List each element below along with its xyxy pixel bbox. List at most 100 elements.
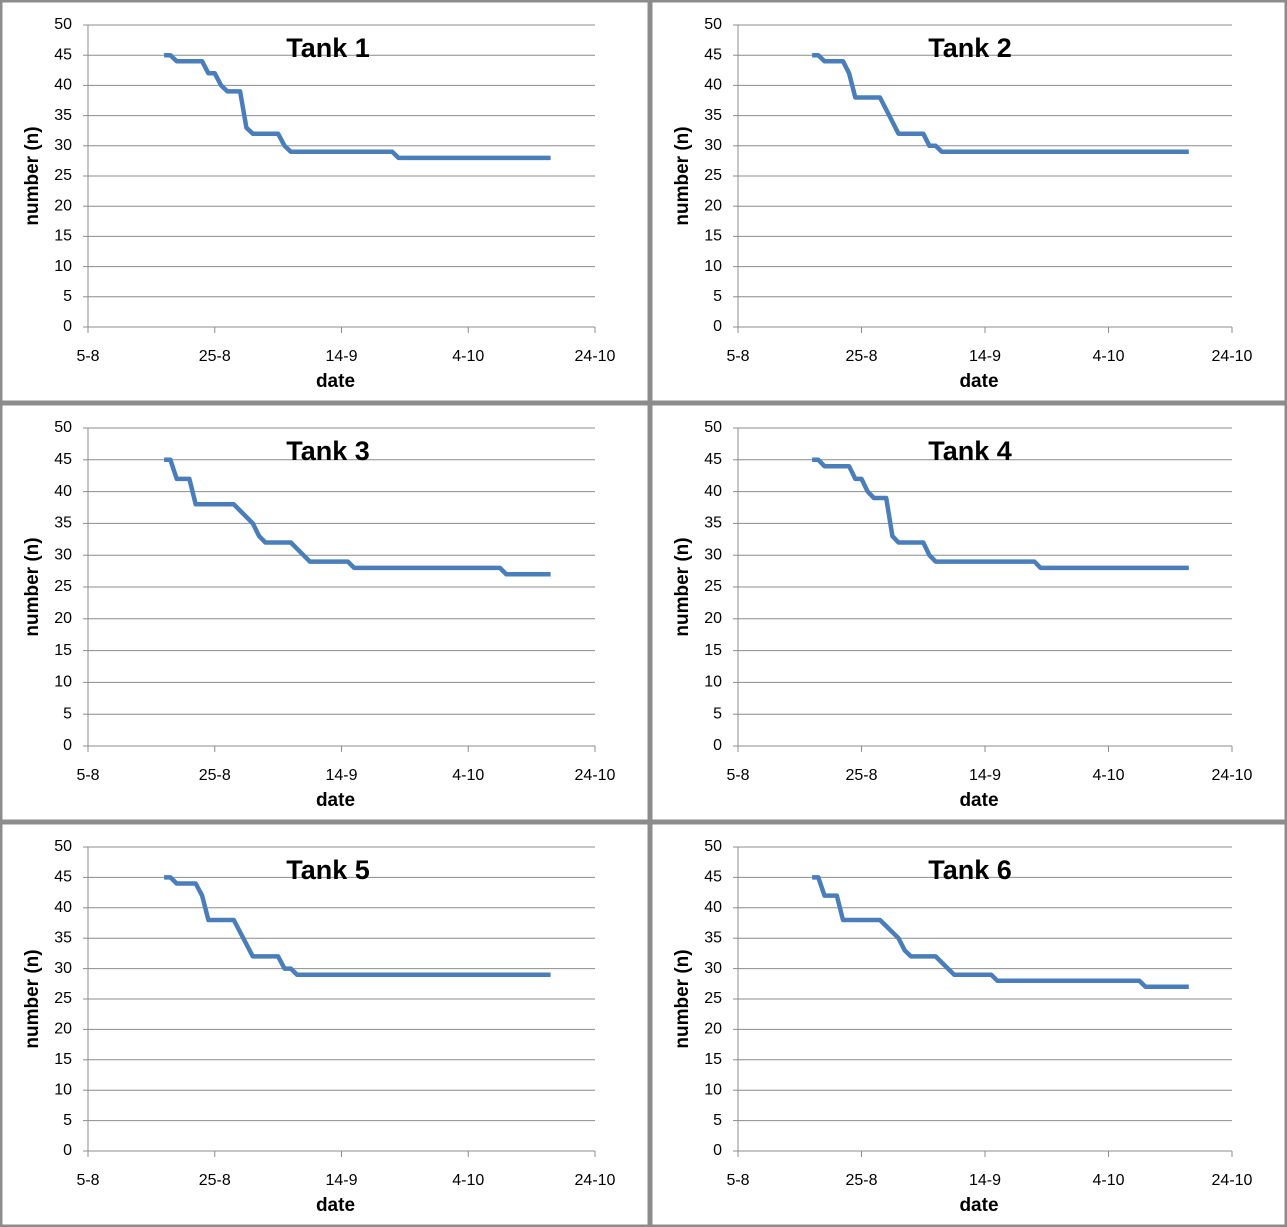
y-tick-label: 30 <box>704 546 722 563</box>
y-tick-label: 5 <box>713 705 722 722</box>
y-tick-label: 30 <box>54 546 72 563</box>
x-tick-label: 14-9 <box>969 767 1001 784</box>
panel-border <box>0 821 651 1227</box>
data-line <box>164 875 551 977</box>
x-tick-label: 4-10 <box>1092 767 1124 784</box>
panel-border <box>649 0 1287 404</box>
x-tick-label: 5-8 <box>76 767 99 784</box>
y-axis-label: number (n) <box>22 949 43 1048</box>
x-tick-label: 24-10 <box>1212 767 1253 784</box>
x-tick-label: 24-10 <box>575 767 616 784</box>
panel-border <box>649 821 1287 1227</box>
y-tick-label: 35 <box>54 929 72 946</box>
x-tick-label: 5-8 <box>76 348 99 365</box>
data-line <box>164 52 551 161</box>
x-tick-label: 25-8 <box>845 348 877 365</box>
panel-border <box>0 402 651 823</box>
y-tick-label: 40 <box>704 77 722 94</box>
x-axis-label: date <box>959 1195 998 1216</box>
y-tick-label: 5 <box>63 1112 72 1129</box>
y-tick-label: 20 <box>54 1021 72 1038</box>
x-tick-label: 24-10 <box>575 1172 616 1189</box>
x-axis-label: date <box>316 371 355 392</box>
y-tick-label: 0 <box>63 737 72 754</box>
x-tick-label: 25-8 <box>199 1172 231 1189</box>
y-axis-label: number (n) <box>22 537 43 636</box>
data-line <box>164 457 551 577</box>
y-tick-label: 20 <box>704 1021 722 1038</box>
x-tick-label: 25-8 <box>845 1172 877 1189</box>
x-tick-label: 4-10 <box>452 767 484 784</box>
y-tick-label: 10 <box>54 674 72 691</box>
x-tick-label: 14-9 <box>325 1172 357 1189</box>
y-tick-label: 40 <box>54 77 72 94</box>
y-tick-label: 25 <box>704 167 722 184</box>
y-tick-label: 50 <box>704 419 722 436</box>
x-axis-label: date <box>316 790 355 811</box>
x-tick-label: 5-8 <box>726 1172 749 1189</box>
x-axis-label: date <box>316 1195 355 1216</box>
y-tick-label: 15 <box>54 642 72 659</box>
x-tick-label: 4-10 <box>452 348 484 365</box>
x-tick-label: 25-8 <box>199 767 231 784</box>
y-tick-label: 45 <box>704 869 722 886</box>
y-tick-label: 25 <box>54 578 72 595</box>
y-tick-label: 0 <box>63 1142 72 1159</box>
y-tick-label: 40 <box>54 483 72 500</box>
x-tick-label: 24-10 <box>575 348 616 365</box>
y-tick-label: 35 <box>704 107 722 124</box>
y-tick-label: 45 <box>54 869 72 886</box>
y-tick-label: 50 <box>54 838 72 855</box>
y-tick-label: 45 <box>704 451 722 468</box>
data-line <box>812 875 1189 990</box>
y-tick-label: 10 <box>704 674 722 691</box>
y-tick-label: 0 <box>713 737 722 754</box>
data-line <box>812 457 1189 571</box>
panel-border <box>0 0 651 404</box>
x-axis-label: date <box>959 371 998 392</box>
x-tick-label: 14-9 <box>325 767 357 784</box>
y-tick-label: 5 <box>713 1112 722 1129</box>
y-tick-label: 15 <box>704 228 722 245</box>
y-tick-label: 30 <box>54 960 72 977</box>
y-tick-label: 35 <box>54 515 72 532</box>
y-axis-label: number (n) <box>672 126 693 225</box>
y-tick-label: 40 <box>704 899 722 916</box>
y-tick-label: 35 <box>704 929 722 946</box>
y-tick-label: 50 <box>704 16 722 33</box>
y-axis-label: number (n) <box>672 537 693 636</box>
y-tick-label: 10 <box>54 1081 72 1098</box>
y-tick-label: 0 <box>713 318 722 335</box>
y-tick-label: 10 <box>54 258 72 275</box>
y-tick-label: 10 <box>704 258 722 275</box>
y-tick-label: 0 <box>63 318 72 335</box>
x-tick-label: 24-10 <box>1212 1172 1253 1189</box>
y-tick-label: 0 <box>713 1142 722 1159</box>
x-tick-label: 14-9 <box>969 348 1001 365</box>
y-tick-label: 30 <box>704 960 722 977</box>
y-tick-label: 50 <box>54 419 72 436</box>
x-tick-label: 4-10 <box>452 1172 484 1189</box>
y-tick-label: 40 <box>704 483 722 500</box>
y-tick-label: 45 <box>54 451 72 468</box>
y-tick-label: 20 <box>704 197 722 214</box>
chart-title: Tank 2 <box>928 33 1012 63</box>
y-tick-label: 15 <box>54 1051 72 1068</box>
x-tick-label: 5-8 <box>726 767 749 784</box>
x-tick-label: 25-8 <box>199 348 231 365</box>
y-tick-label: 40 <box>54 899 72 916</box>
y-tick-label: 15 <box>704 1051 722 1068</box>
x-tick-label: 5-8 <box>76 1172 99 1189</box>
y-tick-label: 10 <box>704 1081 722 1098</box>
x-tick-label: 25-8 <box>845 767 877 784</box>
y-axis-label: number (n) <box>22 126 43 225</box>
y-tick-label: 25 <box>704 578 722 595</box>
y-tick-label: 30 <box>704 137 722 154</box>
y-tick-label: 5 <box>63 705 72 722</box>
y-tick-label: 35 <box>704 515 722 532</box>
y-tick-label: 30 <box>54 137 72 154</box>
y-tick-label: 5 <box>713 288 722 305</box>
x-tick-label: 5-8 <box>726 348 749 365</box>
chart-title: Tank 1 <box>286 33 370 63</box>
